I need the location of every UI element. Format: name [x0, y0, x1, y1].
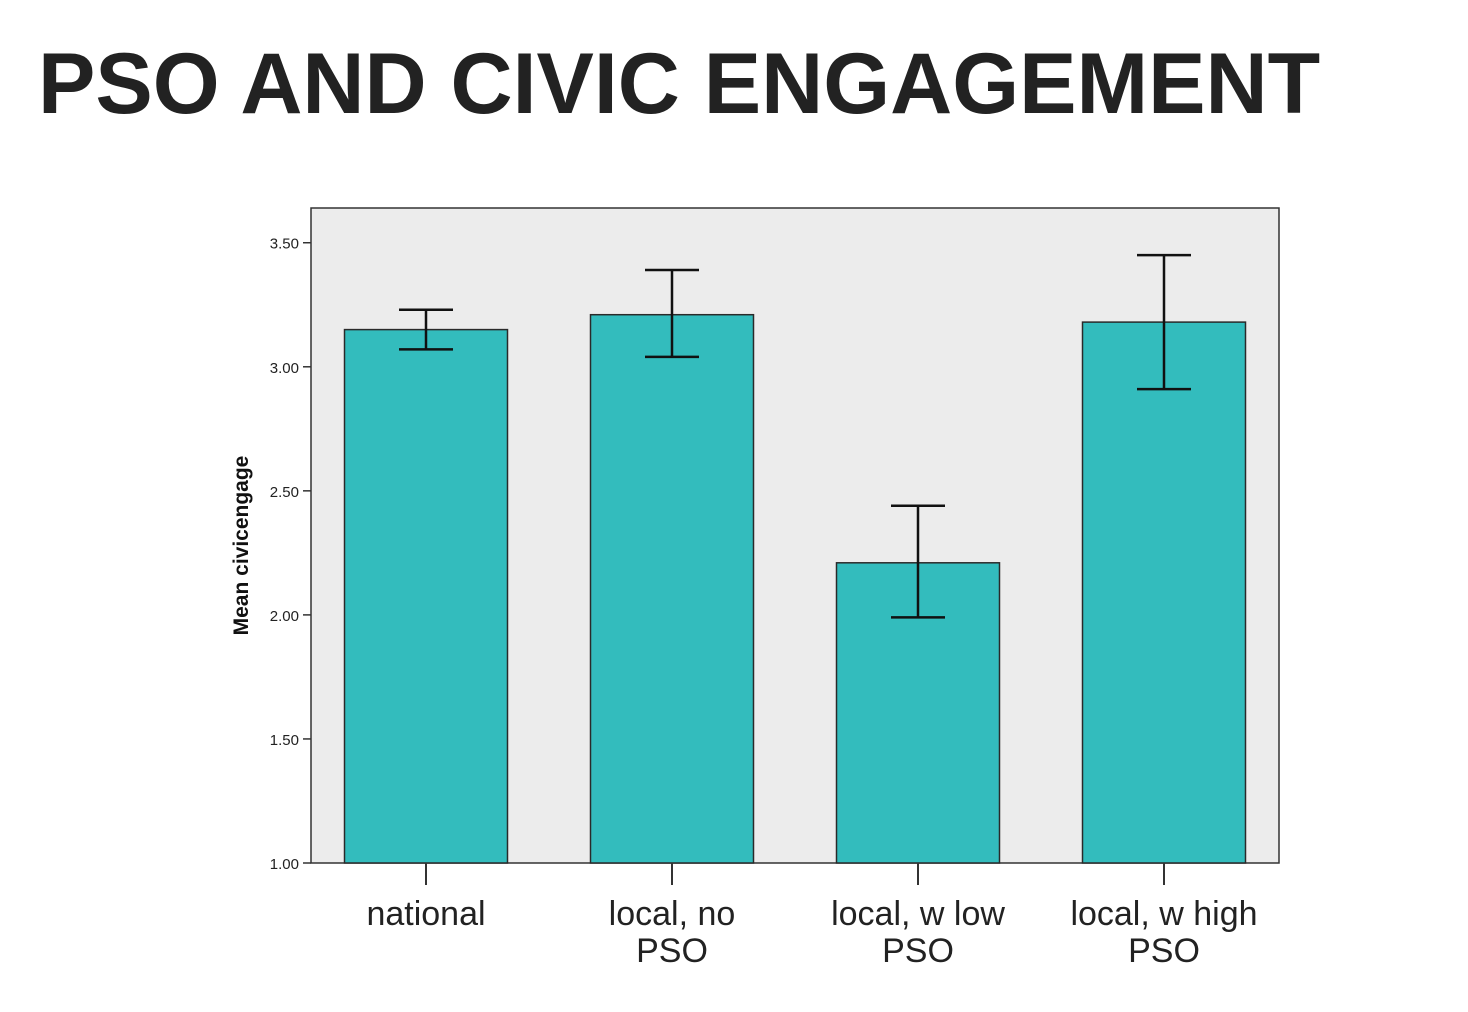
x-axis: national local, no PSO local, w low PSO local… — [366, 863, 1258, 970]
y-tick-label: 3.00 — [270, 360, 299, 377]
y-tick-label: 1.50 — [270, 732, 299, 749]
error-bar — [891, 504, 945, 619]
bar — [343, 328, 509, 864]
x-tick-label: national — [366, 895, 485, 933]
slide-title: PSO AND CIVIC ENGAGEMENT — [38, 36, 1321, 132]
x-tick-label: local, no PSO — [609, 895, 736, 970]
error-bar — [645, 268, 699, 359]
y-axis-label: Mean civicengage — [230, 456, 253, 636]
bar — [589, 313, 755, 864]
error-bars-group — [399, 253, 1191, 619]
bars-group — [343, 313, 1247, 864]
y-tick-label: 2.00 — [270, 608, 299, 625]
error-bar — [399, 308, 453, 351]
error-bar — [1137, 253, 1191, 391]
x-tick-label: local, w high PSO — [1070, 895, 1257, 970]
y-tick-label: 2.50 — [270, 484, 299, 501]
y-axis: 1.00 1.50 2.00 2.50 3.00 3.50 — [270, 236, 311, 873]
x-tick-label: local, w low PSO — [831, 895, 1005, 970]
bar — [1081, 321, 1247, 864]
y-tick-label: 1.00 — [270, 856, 299, 873]
y-tick-label: 3.50 — [270, 236, 299, 253]
